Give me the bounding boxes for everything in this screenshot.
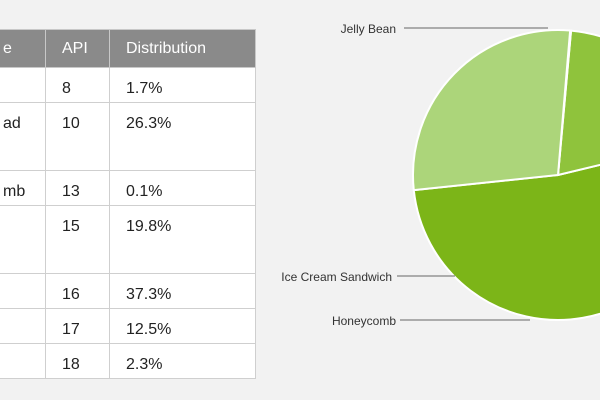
table-row: 18 2.3%	[0, 343, 256, 379]
table-row: 16 37.3%	[0, 273, 256, 309]
cell-distribution: 12.5%	[109, 308, 256, 344]
table-row: 8 1.7%	[0, 67, 256, 103]
table-row: ad 10 26.3%	[0, 102, 256, 171]
cell-api: 15	[45, 205, 110, 274]
pie-label-1: Ice Cream Sandwich	[281, 270, 392, 284]
cell-api: 18	[45, 343, 110, 379]
cell-api: 8	[45, 67, 110, 103]
pie-slice-3	[412, 29, 572, 192]
cell-api: 10	[45, 102, 110, 171]
cell-api: 13	[45, 170, 110, 206]
pie-slices	[412, 29, 600, 321]
column-header-distribution: Distribution	[109, 29, 256, 68]
cell-name	[0, 343, 46, 379]
cell-name: mb	[0, 170, 46, 206]
distribution-table: e API Distribution 8 1.7% ad 10 26.3% mb…	[0, 29, 256, 379]
pie-slice-0	[412, 163, 600, 321]
cell-name	[0, 273, 46, 309]
cell-distribution: 2.3%	[109, 343, 256, 379]
cell-name	[0, 308, 46, 344]
cell-distribution: 1.7%	[109, 67, 256, 103]
pie-labels: Jelly Bean Ice Cream Sandwich Honeycomb	[281, 22, 396, 328]
pie-leader-lines	[397, 27, 548, 321]
pie-label-0: Jelly Bean	[341, 22, 396, 36]
table-row: mb 13 0.1%	[0, 170, 256, 206]
table-row: 17 12.5%	[0, 308, 256, 344]
cell-distribution: 19.8%	[109, 205, 256, 274]
cell-name: ad	[0, 102, 46, 171]
cell-distribution: 26.3%	[109, 102, 256, 171]
table-header-row: e API Distribution	[0, 29, 256, 68]
pie-label-2: Honeycomb	[332, 314, 396, 328]
table-row: 15 19.8%	[0, 205, 256, 274]
cell-distribution: 0.1%	[109, 170, 256, 206]
cell-name	[0, 205, 46, 274]
column-header-name: e	[0, 29, 46, 68]
